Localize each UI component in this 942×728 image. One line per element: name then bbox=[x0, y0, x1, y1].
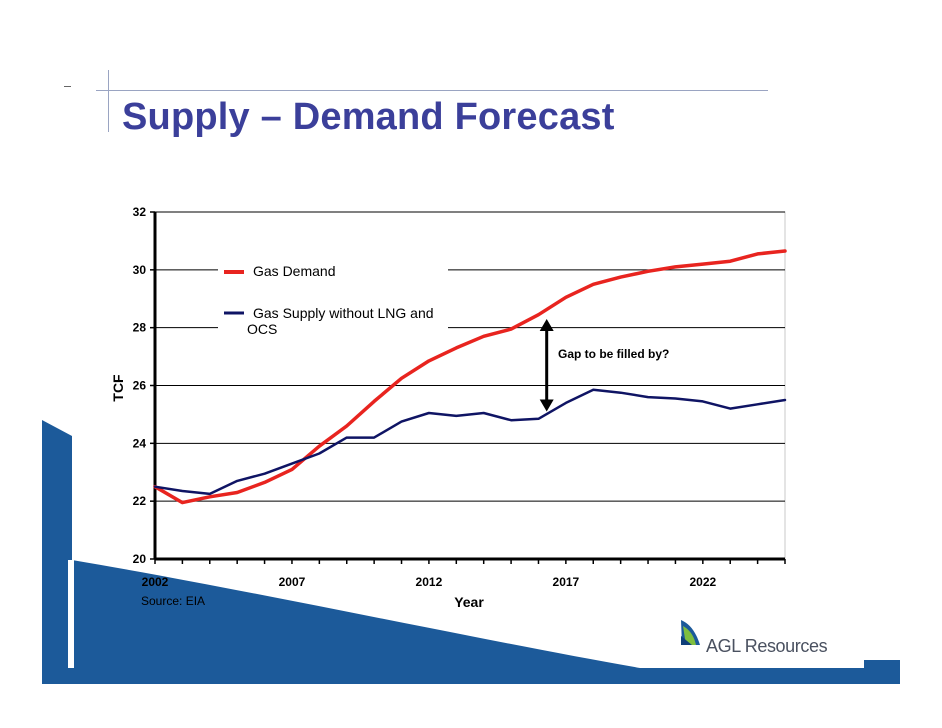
gap-arrow-head-bottom bbox=[539, 399, 554, 412]
source-note: Source: EIA bbox=[141, 594, 205, 608]
legend-label-supply: Gas Supply without LNG and OCS bbox=[247, 305, 437, 337]
legend-box bbox=[218, 252, 448, 350]
series-line-supply bbox=[153, 388, 787, 496]
x-tick-label-2017: 2017 bbox=[553, 575, 580, 589]
series-line-demand bbox=[153, 249, 787, 505]
y-tick-label-24: 24 bbox=[133, 436, 147, 450]
y-axis-title: TCF bbox=[110, 374, 126, 402]
logo-wordmark: AGL Resources bbox=[706, 636, 828, 656]
swoosh-background bbox=[42, 420, 900, 684]
y-tick-label-28: 28 bbox=[133, 321, 147, 335]
x-tick-label-2022: 2022 bbox=[689, 575, 716, 589]
slide-corner-mark bbox=[64, 86, 71, 87]
x-tick-label-2007: 2007 bbox=[279, 575, 306, 589]
swoosh-right-block bbox=[864, 660, 900, 684]
x-tick-label-2012: 2012 bbox=[416, 575, 443, 589]
y-tick-label-32: 32 bbox=[133, 205, 147, 219]
x-tick-label-2002: 2002 bbox=[142, 575, 169, 589]
y-tick-label-30: 30 bbox=[133, 263, 147, 277]
gap-arrow-head-top bbox=[539, 318, 554, 331]
x-axis-title: Year bbox=[454, 594, 484, 610]
title-rule-horizontal bbox=[96, 90, 768, 91]
series-layer bbox=[153, 249, 787, 505]
slide-title: Supply – Demand Forecast bbox=[122, 96, 615, 138]
y-tick-label-20: 20 bbox=[133, 552, 147, 566]
swoosh-left-stripe bbox=[68, 560, 74, 668]
legend-label-demand: Gas Demand bbox=[253, 263, 335, 279]
agl-logo-icon bbox=[681, 620, 700, 645]
legend-label-supply-line2: OCS bbox=[247, 321, 277, 337]
y-tick-label-22: 22 bbox=[133, 494, 147, 508]
y-tick-label-26: 26 bbox=[133, 379, 147, 393]
title-rule-vertical bbox=[108, 70, 109, 132]
gap-annotation-label: Gap to be filled by? bbox=[558, 347, 669, 361]
legend-label-supply-line1: Gas Supply without LNG and bbox=[253, 305, 434, 321]
gap-annotation bbox=[539, 318, 554, 412]
